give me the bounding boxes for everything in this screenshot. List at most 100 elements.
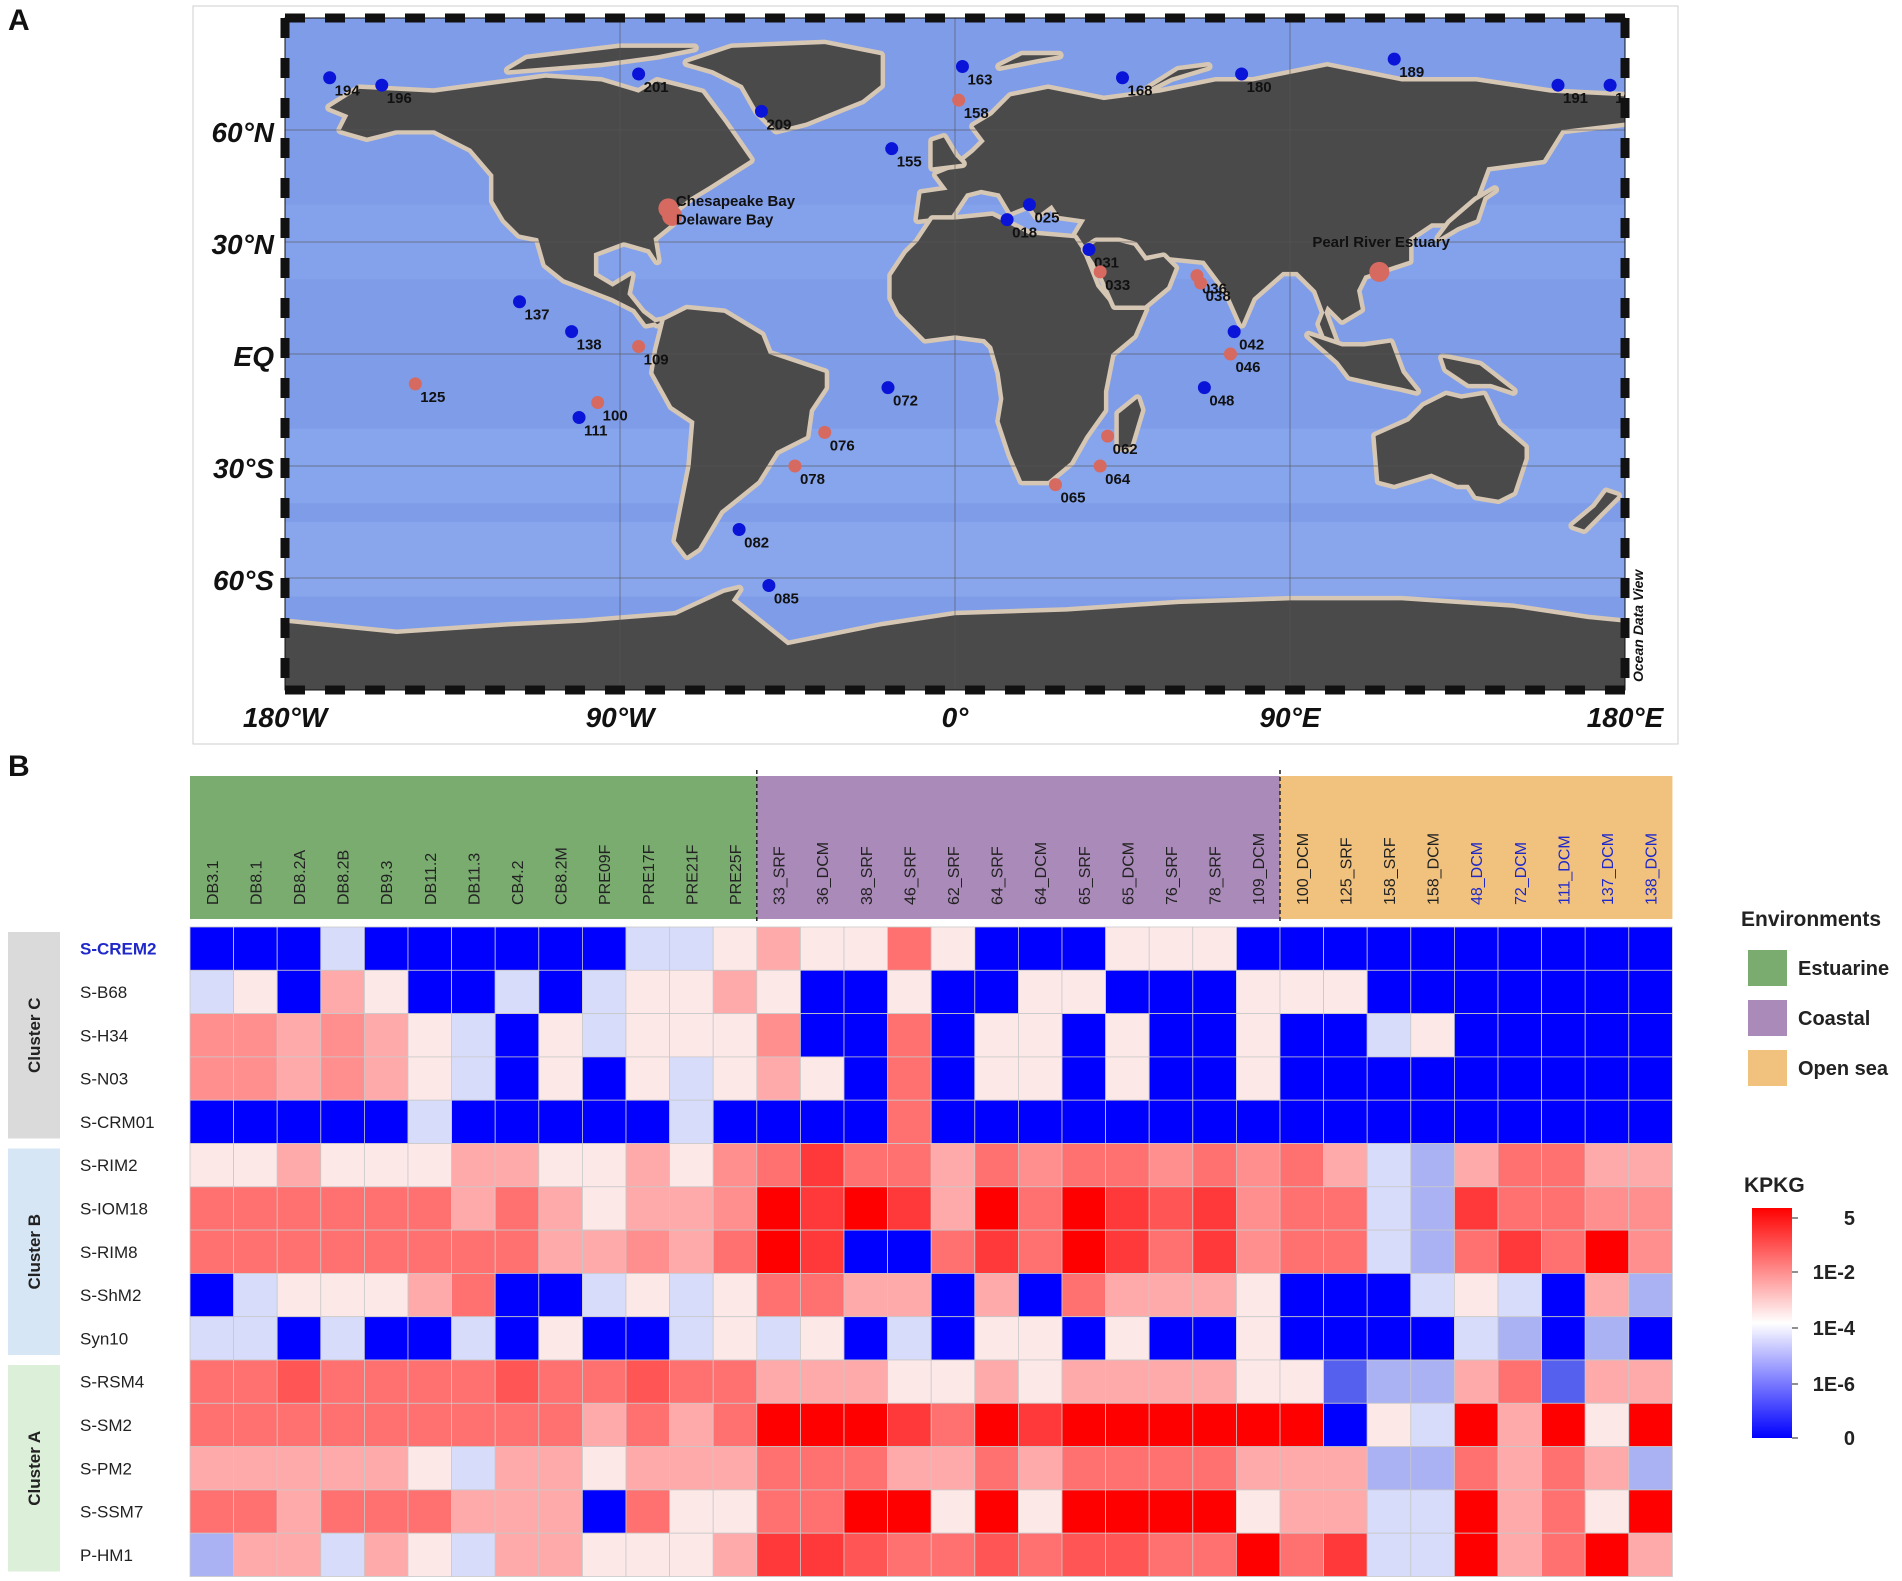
heatmap-cell bbox=[582, 1273, 627, 1318]
heatmap-cell bbox=[1105, 1056, 1150, 1101]
heatmap-cell bbox=[1454, 1316, 1499, 1361]
heatmap-cell bbox=[1541, 1532, 1586, 1577]
heatmap-cell bbox=[1279, 1056, 1324, 1101]
heatmap-cell bbox=[1410, 1489, 1455, 1534]
heatmap-cell bbox=[1454, 969, 1499, 1014]
heatmap-cell bbox=[930, 1273, 976, 1318]
heatmap-cell bbox=[494, 1489, 540, 1534]
station-label: 085 bbox=[774, 590, 799, 607]
heatmap-cell bbox=[1236, 1359, 1281, 1404]
heatmap-cell bbox=[843, 1402, 888, 1448]
heatmap-cell bbox=[1061, 1186, 1106, 1231]
heatmap-cell bbox=[669, 1229, 714, 1274]
heatmap-cell bbox=[1236, 1229, 1281, 1274]
heatmap-cell bbox=[276, 1143, 322, 1188]
heatmap-cell bbox=[1584, 1143, 1630, 1188]
heatmap-cell bbox=[276, 1056, 322, 1101]
novaya-zemlya bbox=[1148, 66, 1209, 89]
column-label: 158_DCM bbox=[1426, 833, 1443, 905]
heatmap-cell bbox=[1105, 1143, 1150, 1188]
heatmap-cell bbox=[843, 1446, 888, 1491]
column-label: 111_DCM bbox=[1556, 835, 1573, 905]
heatmap-cell bbox=[1105, 1316, 1150, 1361]
madagascar bbox=[1118, 398, 1142, 448]
heatmap-cell bbox=[1628, 1229, 1673, 1274]
heatmap-cell bbox=[887, 1143, 932, 1188]
station-label: 048 bbox=[1209, 393, 1234, 410]
station-marker bbox=[1223, 347, 1237, 361]
station-marker bbox=[408, 377, 422, 391]
credit-text: Ocean Data View bbox=[1630, 569, 1646, 682]
column-label: 76_SRF bbox=[1164, 846, 1181, 905]
heatmap-cell bbox=[582, 926, 627, 971]
heatmap-cell bbox=[1497, 1273, 1542, 1318]
heatmap-cell bbox=[1148, 969, 1194, 1014]
heatmap-cell bbox=[494, 1143, 540, 1188]
heatmap-cell bbox=[1497, 1316, 1542, 1361]
heatmap-cell bbox=[974, 926, 1019, 971]
heatmap-cell bbox=[276, 1013, 322, 1058]
heatmap-cell bbox=[669, 1316, 714, 1361]
station-marker bbox=[375, 78, 389, 92]
heatmap-cell bbox=[1105, 1099, 1150, 1144]
heatmap-cell bbox=[1541, 1316, 1586, 1361]
heatmap-cell bbox=[1584, 926, 1630, 971]
heatmap-cell bbox=[363, 1489, 409, 1534]
row-label: S-N03 bbox=[80, 1070, 128, 1089]
heatmap-cell bbox=[189, 1489, 234, 1534]
row-label: P-HM1 bbox=[80, 1546, 133, 1565]
heatmap-cell bbox=[1061, 1402, 1106, 1448]
heatmap-cell bbox=[363, 969, 409, 1014]
heatmap-cell bbox=[1323, 1273, 1368, 1318]
column-label: 138_DCM bbox=[1644, 833, 1661, 905]
heatmap-cell bbox=[1148, 1229, 1194, 1274]
heatmap-cell bbox=[1236, 1273, 1281, 1318]
heatmap-cell bbox=[1410, 1316, 1455, 1361]
heatmap-cell bbox=[1192, 1359, 1237, 1404]
heatmap-cell bbox=[189, 1402, 234, 1448]
heatmap-cell bbox=[669, 969, 714, 1014]
heatmap-cell bbox=[1366, 1143, 1412, 1188]
heatmap-cell bbox=[843, 1489, 888, 1534]
heatmap-cell bbox=[538, 1229, 583, 1274]
column-label: 125_SRF bbox=[1338, 837, 1355, 905]
heatmap-cell bbox=[1279, 926, 1324, 971]
heatmap-cell bbox=[363, 1273, 409, 1318]
heatmap-cell bbox=[494, 926, 540, 971]
station-label: 078 bbox=[800, 471, 825, 488]
heatmap-cell bbox=[1236, 1056, 1281, 1101]
heatmap-cell bbox=[407, 1316, 452, 1361]
japan bbox=[1438, 189, 1495, 239]
legend-label: Estuarine bbox=[1798, 958, 1889, 980]
heatmap-cell bbox=[930, 926, 976, 971]
heatmap-cell bbox=[582, 1143, 627, 1188]
heatmap-cell bbox=[582, 1316, 627, 1361]
heatmap-cell bbox=[1148, 1402, 1194, 1448]
station-label: 138 bbox=[577, 337, 602, 354]
heatmap-cell bbox=[756, 1489, 801, 1534]
heatmap-cell bbox=[1497, 1446, 1542, 1491]
heatmap-cell bbox=[712, 1489, 758, 1534]
heatmap-cell bbox=[625, 1229, 670, 1274]
heatmap-cell bbox=[1061, 1056, 1106, 1101]
heatmap-cell bbox=[1454, 1099, 1499, 1144]
heatmap-cell bbox=[756, 1446, 801, 1491]
heatmap-cell bbox=[1584, 1186, 1630, 1231]
heatmap-cell bbox=[1279, 1013, 1324, 1058]
indonesia bbox=[1308, 335, 1417, 392]
heatmap-cell bbox=[189, 1532, 234, 1577]
heatmap-cell bbox=[1366, 1013, 1412, 1058]
heatmap-cell bbox=[538, 1316, 583, 1361]
heatmap-cell bbox=[1148, 926, 1194, 971]
heatmap-cell bbox=[625, 1532, 670, 1577]
heatmap-cell bbox=[1541, 1273, 1586, 1318]
cluster-label: Cluster B bbox=[25, 1214, 44, 1290]
heatmap-cell bbox=[1192, 1056, 1237, 1101]
legend-label: Open sea bbox=[1798, 1058, 1889, 1080]
heatmap-cell bbox=[756, 1143, 801, 1188]
heatmap-cell bbox=[800, 1013, 845, 1058]
heatmap-cell bbox=[1323, 1316, 1368, 1361]
europe-asia bbox=[917, 66, 1625, 351]
heatmap-cell bbox=[407, 1532, 452, 1577]
column-label: PRE25F bbox=[728, 844, 745, 905]
